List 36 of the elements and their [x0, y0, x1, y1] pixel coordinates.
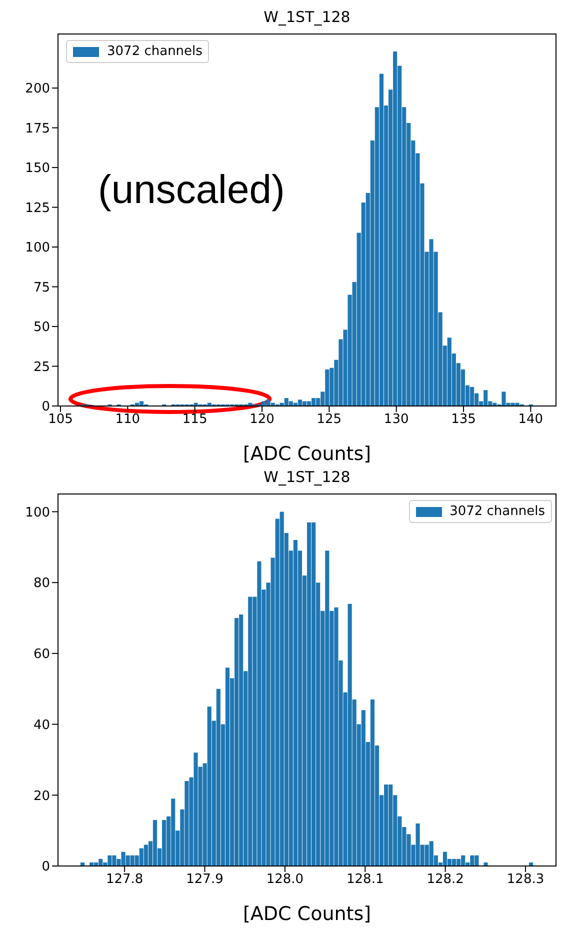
x-tick-label: 128.1 [346, 872, 384, 888]
x-tick-label: 128.0 [266, 872, 304, 888]
legend-label: 3072 channels [107, 44, 202, 59]
x-tick-label: 128.2 [426, 872, 464, 888]
annotation: (unscaled) [98, 168, 285, 213]
y-tick-label: 0 [42, 860, 50, 875]
x-tick-label: 127.9 [186, 872, 224, 888]
y-tick-label: 80 [33, 576, 50, 592]
y-tick-label: 60 [33, 647, 50, 662]
x-tick-label: 135 [451, 412, 476, 428]
y-tick-label: 20 [33, 788, 50, 804]
x-tick-label: 115 [182, 412, 208, 428]
y-tick-label: 50 [33, 320, 50, 336]
x-tick-label: 110 [115, 412, 140, 428]
x-tick-label: 125 [316, 412, 342, 428]
y-tick-label: 100 [25, 240, 50, 256]
y-tick-label: 200 [25, 82, 50, 97]
chart-title: W_1ST_128 [262, 8, 352, 28]
x-tick-label: 120 [250, 412, 274, 428]
x-tick-label: 140 [518, 412, 544, 428]
y-tick-label: 125 [25, 200, 50, 216]
x-tick-label: 127.8 [106, 872, 144, 888]
x-tick-label: 128.3 [506, 872, 544, 888]
y-tick-label: 100 [25, 505, 50, 520]
x-axis-title: [ADC Counts] [242, 903, 372, 925]
y-tick-label: 150 [25, 161, 50, 176]
x-tick-label: 130 [384, 412, 409, 428]
y-tick-label: 75 [33, 280, 50, 296]
y-tick-label: 40 [33, 718, 50, 733]
x-tick-label: 105 [48, 412, 73, 428]
y-tick-label: 25 [33, 360, 50, 375]
legend-label: 3072 channels [450, 504, 545, 519]
y-tick-label: 0 [42, 400, 50, 415]
chart-title: W_1ST_128 [262, 468, 352, 488]
x-axis-title: [ADC Counts] [242, 443, 372, 465]
y-tick-label: 175 [25, 121, 50, 136]
